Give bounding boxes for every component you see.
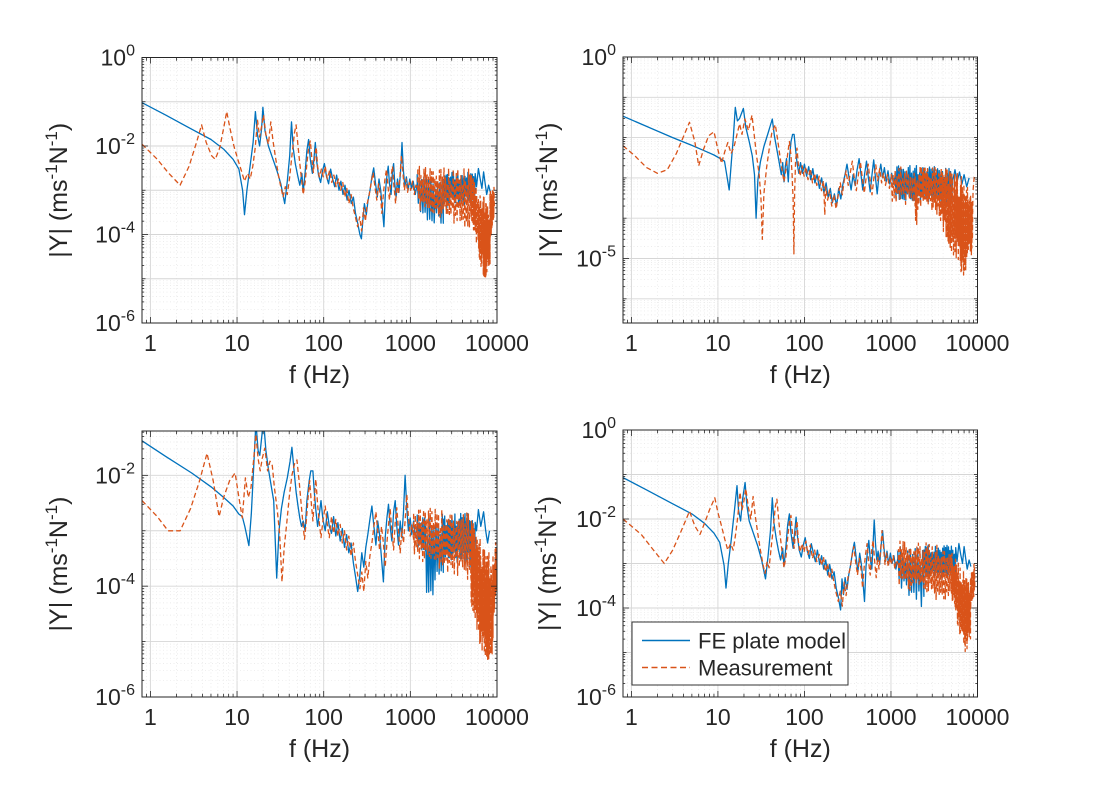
- fe-plate-model-curve: [142, 102, 492, 240]
- y-tick-label: 10-2: [95, 460, 135, 488]
- x-axis-label: f (Hz): [770, 361, 831, 389]
- measurement-curve: [623, 488, 976, 653]
- x-tick-label: 1000: [385, 330, 436, 356]
- x-tick-label: 1: [625, 330, 638, 356]
- x-tick-label: 1: [625, 704, 638, 730]
- y-axis-label: |Y| (ms-1N-1): [531, 496, 562, 631]
- y-axis-label: |Y| (ms-1N-1): [42, 497, 73, 632]
- x-tick-label: 100: [785, 330, 823, 356]
- x-tick-label: 1000: [865, 330, 916, 356]
- x-tick-label: 100: [305, 330, 343, 356]
- measurement-curve: [142, 433, 497, 661]
- y-tick-label: 10-6: [95, 682, 135, 710]
- x-tick-label: 100: [785, 704, 823, 730]
- tick-marks: [142, 57, 498, 324]
- y-tick-label: 100: [582, 42, 617, 70]
- y-tick-label: 100: [582, 415, 617, 443]
- x-tick-label: 10: [224, 704, 250, 730]
- y-axis-label: |Y| (ms-1N-1): [532, 123, 563, 258]
- measurement-curve: [142, 110, 495, 278]
- tick-marks: [623, 56, 978, 323]
- measurement-curve: [623, 114, 976, 276]
- y-tick-label: 10-5: [576, 244, 616, 272]
- y-tick-label: 10-4: [576, 593, 616, 621]
- y-tick-label: 10-6: [576, 682, 616, 710]
- x-tick-label: 10: [705, 330, 731, 356]
- y-tick-label: 100: [101, 43, 136, 71]
- legend-label: Measurement: [698, 656, 833, 681]
- legend-label: FE plate model: [698, 629, 846, 654]
- subplot-top-right: 1 10 100 1000 10000 100 10-5 f (Hz) |Y| (ms-1N-1…: [532, 42, 1009, 389]
- y-tick-label: 10-4: [95, 571, 135, 599]
- y-tick-label: 10-2: [576, 504, 616, 532]
- x-axis-label: f (Hz): [289, 361, 350, 389]
- y-tick-label: 10-6: [95, 308, 135, 336]
- y-tick-label: 10-4: [95, 220, 135, 248]
- x-tick-label: 1000: [385, 704, 436, 730]
- x-tick-label: 1: [144, 704, 157, 730]
- x-axis-label: f (Hz): [770, 735, 831, 763]
- x-tick-label: 10000: [946, 330, 1010, 356]
- subplot-top-left: 1 10 100 1000 10000 100 10-2 10-4 10-6 f (Hz) |Y| …: [42, 43, 529, 390]
- x-tick-label: 10000: [946, 704, 1010, 730]
- tick-marks: [142, 431, 498, 698]
- x-tick-label: 1: [144, 330, 157, 356]
- x-axis-label: f (Hz): [289, 735, 350, 763]
- x-tick-label: 10: [224, 330, 250, 356]
- y-axis-label: |Y| (ms-1N-1): [42, 123, 73, 258]
- tick-marks: [623, 429, 978, 698]
- fe-plate-model-curve: [142, 431, 491, 596]
- y-tick-label: 10-2: [95, 131, 135, 159]
- x-tick-label: 10000: [465, 704, 529, 730]
- x-tick-label: 10000: [465, 330, 529, 356]
- x-tick-label: 100: [305, 704, 343, 730]
- x-tick-label: 1000: [865, 704, 916, 730]
- legend-box: [631, 621, 849, 686]
- subplot-bottom-left: 1 10 100 1000 10000 10-2 10-4 10-6 f (Hz) |Y| (ms…: [42, 430, 529, 763]
- x-tick-label: 10: [705, 704, 731, 730]
- subplot-bottom-right: 1 10 100 1000 10000 100 10-2 10-4 10-6 f (Hz) |Y| …: [531, 415, 1009, 763]
